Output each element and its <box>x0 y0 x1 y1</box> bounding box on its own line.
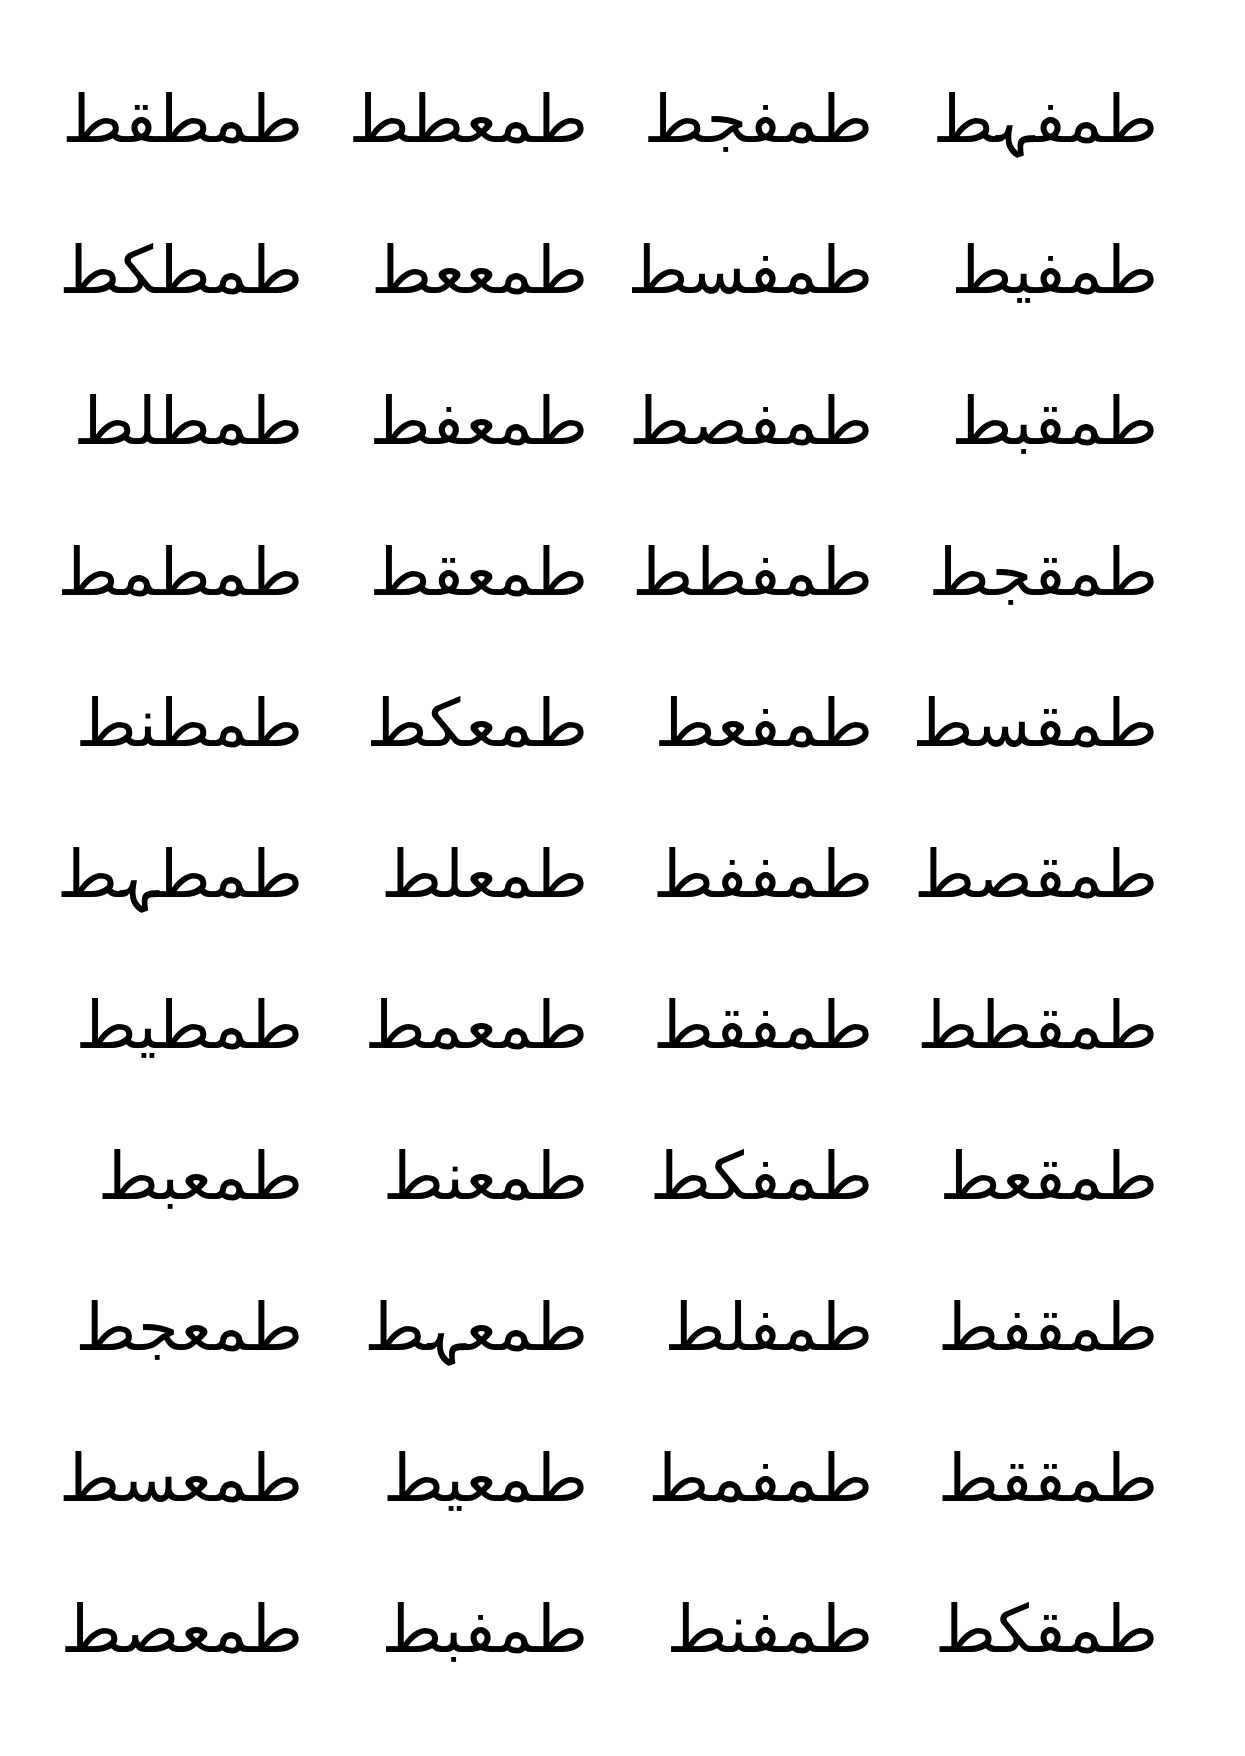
word-cell: طمعصط <box>60 1590 303 1668</box>
word-grid: طمفہط طمفجط طمعطط طمطقط طمفيط طمفسط طمعع… <box>40 44 1180 1705</box>
word-cell: طمعفط <box>369 382 588 460</box>
word-cell: طمعنط <box>382 1137 588 1215</box>
word-cell: طمقبط <box>951 382 1158 460</box>
word-cell: طمفنط <box>666 1590 873 1668</box>
word-cell: طمففط <box>652 835 873 913</box>
word-cell: طمقكط <box>934 1590 1158 1668</box>
word-cell: طمققط <box>937 1439 1158 1517</box>
word-cell: طمفسط <box>627 231 873 309</box>
word-cell: طمعطط <box>348 80 588 158</box>
word-cell: طمفكط <box>649 1137 873 1215</box>
word-cell: طمفہط <box>932 80 1158 158</box>
word-cell: طمعہط <box>364 1288 588 1366</box>
word-cell: طمعقط <box>369 533 588 611</box>
word-cell: طمقطط <box>917 986 1158 1064</box>
word-cell: طمفجط <box>643 80 873 158</box>
word-cell: طمطكط <box>59 231 303 309</box>
word-cell: طمعيط <box>382 1439 588 1517</box>
word-cell: طمعلط <box>380 835 588 913</box>
word-cell: طمقصط <box>914 835 1158 913</box>
word-cell: طمعبط <box>97 1137 303 1215</box>
word-cell: طمعجط <box>75 1288 303 1366</box>
word-cell: طمعسط <box>58 1439 303 1517</box>
word-cell: طمفعط <box>654 684 873 762</box>
word-cell: طمقفط <box>937 1288 1158 1366</box>
word-cell: طمطہط <box>56 835 303 913</box>
word-cell: طمعكط <box>366 684 588 762</box>
word-cell: طمفطط <box>632 533 873 611</box>
word-cell: طمطمط <box>57 533 303 611</box>
word-cell: طمفمط <box>648 1439 873 1517</box>
word-cell: طمطنط <box>75 684 303 762</box>
word-cell: طمفلط <box>664 1288 873 1366</box>
word-cell: طمقسط <box>912 684 1158 762</box>
word-cell: طمفقط <box>652 986 873 1064</box>
word-cell: طمطلط <box>73 382 303 460</box>
word-cell: طمفيط <box>951 231 1158 309</box>
word-cell: طمقجط <box>928 533 1158 611</box>
word-cell: طمفصط <box>629 382 873 460</box>
word-cell: طمطقط <box>62 80 303 158</box>
word-cell: طمعمط <box>364 986 588 1064</box>
word-cell: طمقعط <box>939 1137 1158 1215</box>
word-cell: طمفبط <box>381 1590 588 1668</box>
word-cell: طمععط <box>370 231 588 309</box>
word-cell: طمطيط <box>75 986 303 1064</box>
